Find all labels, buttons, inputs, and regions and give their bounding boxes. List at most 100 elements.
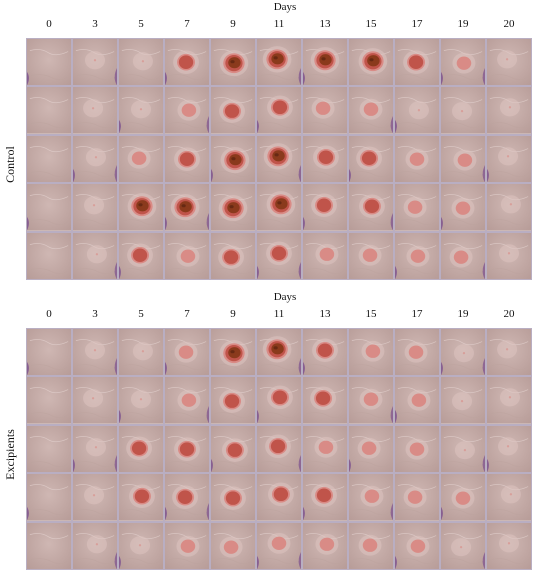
wound-photo	[118, 328, 164, 377]
day-label: 0	[46, 308, 52, 320]
wound-photo	[72, 86, 118, 135]
wound-photo	[440, 424, 486, 474]
wound-photo	[118, 424, 164, 474]
wound-photo	[486, 86, 532, 135]
days-axis-title: Days	[273, 1, 297, 13]
wound-photo	[394, 183, 440, 232]
wound-photo	[348, 38, 394, 87]
wound-photo	[210, 473, 256, 522]
day-label: 17	[411, 18, 423, 30]
wound-photo	[440, 134, 486, 184]
wound-photo	[302, 183, 348, 232]
wound-photo-grid	[26, 328, 532, 570]
day-label: 19	[457, 308, 469, 320]
wound-photo	[210, 38, 256, 87]
wound-photo	[486, 521, 532, 570]
wound-photo	[210, 424, 256, 474]
day-label: 15	[365, 18, 377, 30]
day-label: 19	[457, 18, 469, 30]
wound-photo	[348, 183, 394, 232]
wound-photo	[256, 86, 302, 135]
wound-photo	[118, 376, 164, 425]
wound-photo	[256, 183, 302, 232]
day-label: 13	[319, 18, 331, 30]
day-label: 5	[138, 308, 144, 320]
wound-photo	[256, 38, 302, 87]
wound-photo	[256, 521, 302, 570]
wound-photo	[440, 231, 486, 280]
wound-photo	[26, 424, 72, 474]
day-label: 9	[230, 18, 236, 30]
wound-photo	[348, 521, 394, 570]
wound-photo	[164, 521, 210, 570]
wound-photo-grid	[26, 38, 532, 280]
wound-photo	[26, 473, 72, 522]
wound-photo	[302, 38, 348, 87]
wound-photo	[302, 328, 348, 377]
day-label: 3	[92, 308, 98, 320]
wound-photo	[486, 424, 532, 474]
wound-photo	[26, 86, 72, 135]
wound-photo	[440, 328, 486, 377]
wound-photo	[26, 38, 72, 87]
wound-photo	[118, 38, 164, 87]
day-label: 20	[503, 308, 515, 320]
wound-photo	[164, 38, 210, 87]
wound-photo	[164, 424, 210, 474]
wound-photo	[256, 134, 302, 184]
wound-photo	[394, 134, 440, 184]
wound-photo	[72, 376, 118, 425]
wound-photo	[302, 424, 348, 474]
excipients-panel: Days 0 3 5 7 9 11 13 15 17 19 20 Excipients	[0, 290, 550, 580]
wound-photo	[394, 376, 440, 425]
wound-photo	[440, 38, 486, 87]
wound-photo	[26, 134, 72, 184]
wound-photo	[164, 183, 210, 232]
day-label: 17	[411, 308, 423, 320]
wound-photo	[394, 521, 440, 570]
wound-photo	[164, 473, 210, 522]
day-label: 3	[92, 18, 98, 30]
wound-photo	[302, 521, 348, 570]
wound-photo	[72, 521, 118, 570]
day-label: 7	[184, 18, 190, 30]
wound-photo	[164, 328, 210, 377]
day-label: 11	[273, 308, 285, 320]
wound-photo	[210, 231, 256, 280]
wound-photo	[348, 231, 394, 280]
wound-photo	[72, 38, 118, 87]
wound-photo	[256, 328, 302, 377]
day-label: 11	[273, 18, 285, 30]
wound-photo	[486, 183, 532, 232]
wound-photo	[72, 424, 118, 474]
wound-photo	[486, 473, 532, 522]
wound-photo	[394, 38, 440, 87]
wound-photo	[394, 231, 440, 280]
wound-photo	[26, 376, 72, 425]
group-label: Control	[2, 145, 17, 183]
wound-photo	[256, 231, 302, 280]
day-label: 7	[184, 308, 190, 320]
wound-photo	[394, 424, 440, 474]
wound-photo	[348, 328, 394, 377]
wound-photo	[302, 134, 348, 184]
wound-photo	[210, 134, 256, 184]
wound-photo	[440, 473, 486, 522]
wound-photo	[440, 86, 486, 135]
wound-photo	[486, 376, 532, 425]
wound-photo	[348, 86, 394, 135]
wound-photo	[72, 473, 118, 522]
wound-photo	[440, 376, 486, 425]
wound-photo	[302, 86, 348, 135]
wound-photo	[164, 231, 210, 280]
day-label: 9	[230, 308, 236, 320]
wound-photo	[210, 521, 256, 570]
wound-photo	[72, 134, 118, 184]
wound-photo	[72, 328, 118, 377]
wound-photo	[486, 328, 532, 377]
wound-photo	[26, 328, 72, 377]
wound-photo	[348, 473, 394, 522]
wound-photo	[440, 521, 486, 570]
wound-photo	[256, 473, 302, 522]
wound-photo	[164, 376, 210, 425]
